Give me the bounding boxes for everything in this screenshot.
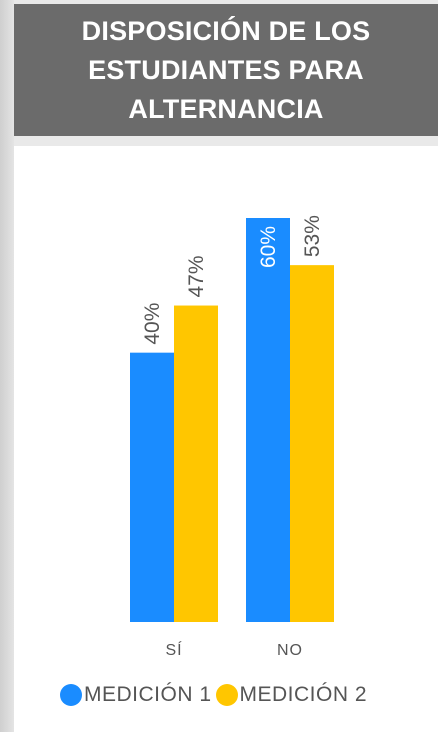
x-tick-label-si: SÍ [165, 640, 182, 659]
bar-si-series-2[interactable] [174, 305, 218, 622]
data-label-si-series-1: 40% [141, 303, 164, 345]
legend-marker-series-1 [60, 684, 82, 706]
legend-label-series-2: MEDICIÓN 2 [239, 683, 368, 706]
legend-item-series-2[interactable]: MEDICIÓN 2 [215, 683, 368, 707]
chart-title: DISPOSICIÓN DE LOS ESTUDIANTES PARA ALTE… [81, 15, 371, 124]
legend-label-series-1: MEDICIÓN 1 [84, 683, 212, 706]
bar-si-series-1[interactable] [130, 352, 174, 622]
data-label-no-series-2: 53% [301, 215, 324, 257]
title-banner: DISPOSICIÓN DE LOS ESTUDIANTES PARA ALTE… [14, 4, 438, 136]
bar-no-series-2[interactable] [290, 265, 334, 622]
bar-chart: 40% 47% SÍ 60% 53% NO [130, 215, 334, 659]
data-label-no-series-1: 60% [257, 226, 280, 268]
bar-no-series-1[interactable] [246, 218, 290, 622]
x-tick-label-no: NO [277, 642, 303, 659]
legend-item-series-1[interactable]: MEDICIÓN 1 [60, 683, 212, 707]
legend: MEDICIÓN 1 MEDICIÓN 2 [60, 682, 371, 708]
chart-panel: 40% 47% SÍ 60% 53% NO MEDICIÓN 1 MEDICIÓN 2 [14, 146, 438, 732]
legend-marker-series-2 [215, 684, 238, 706]
left-shadow [0, 0, 14, 732]
data-label-si-series-2: 47% [185, 256, 208, 298]
